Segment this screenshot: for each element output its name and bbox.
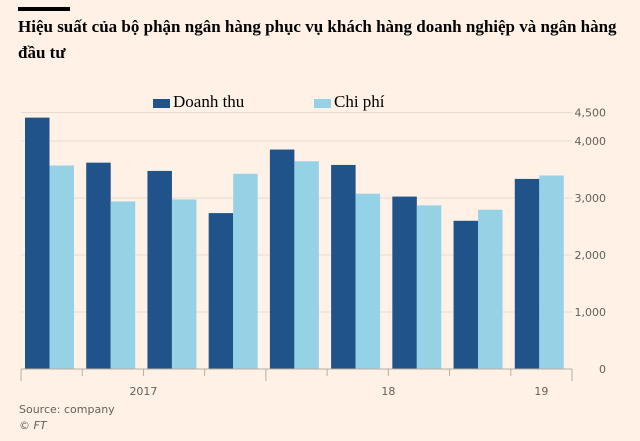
bar-doanh-thu	[25, 117, 50, 369]
bar-chi-phi	[355, 193, 381, 369]
legend-swatch	[153, 99, 170, 108]
source-note: Source: company	[19, 403, 115, 416]
y-tick-label: 2,000	[575, 249, 607, 262]
bar-doanh-thu	[514, 178, 540, 369]
x-tick-label: 2017	[129, 385, 157, 398]
bar-chi-phi	[171, 199, 197, 369]
x-tick-label: 19	[534, 385, 548, 398]
y-tick-label: 0	[599, 363, 606, 376]
y-tick-label: 4,000	[575, 135, 607, 148]
bar-doanh-thu	[331, 164, 356, 369]
bar-chi-phi	[294, 161, 319, 369]
bar-chi-phi	[110, 201, 136, 369]
legend-label: Doanh thu	[173, 92, 245, 111]
bar-doanh-thu	[208, 213, 234, 369]
chart-title: Hiệu suất của bộ phận ngân hàng phục vụ …	[18, 17, 617, 62]
bar-chi-phi	[416, 205, 442, 369]
bar-doanh-thu	[453, 220, 479, 369]
y-tick-label: 4,500	[575, 107, 607, 120]
legend-label: Chi phí	[334, 92, 385, 111]
x-tick-label: 18	[381, 385, 395, 398]
bar-chi-phi	[478, 209, 503, 369]
title-accent-bar	[18, 7, 70, 11]
bar-chi-phi	[539, 175, 564, 369]
bar-chi-phi	[49, 165, 74, 369]
y-tick-label: 1,000	[575, 306, 607, 319]
bar-doanh-thu	[269, 149, 295, 369]
credit-note: © FT	[19, 419, 47, 432]
bar-doanh-thu	[147, 170, 172, 369]
y-tick-label: 3,000	[575, 192, 607, 205]
bar-chi-phi	[233, 173, 258, 369]
legend-swatch	[314, 99, 331, 108]
bar-doanh-thu	[392, 196, 417, 369]
bar-doanh-thu	[86, 162, 111, 369]
